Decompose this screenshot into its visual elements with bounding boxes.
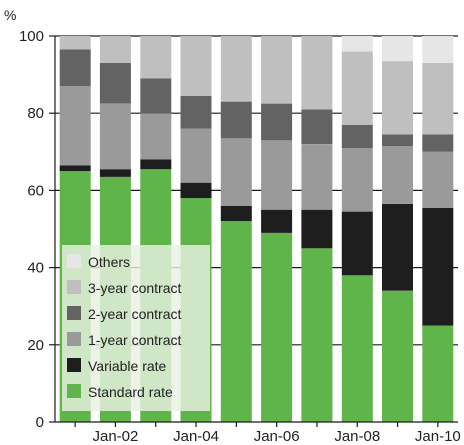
y-tick-label-100: 100 xyxy=(19,28,44,45)
legend-label-variable-rate: Variable rate xyxy=(88,358,167,374)
bar-segment-standard-rate-7 xyxy=(341,275,373,422)
bar-segment-standard-rate-9 xyxy=(422,325,454,422)
legend-swatch-3-year-contract xyxy=(67,280,81,294)
x-tick-label-jan-08: Jan-08 xyxy=(334,428,380,445)
bar-segment-variable-rate-2 xyxy=(140,159,172,170)
legend-swatch-standard-rate xyxy=(67,384,81,398)
bar-segment-3-year-contract-2 xyxy=(140,36,172,79)
bar-segment-standard-rate-6 xyxy=(301,248,333,422)
bars xyxy=(59,36,454,422)
bar-segment-others-8 xyxy=(382,36,413,62)
bar-segment-variable-rate-0 xyxy=(59,165,91,172)
bar-segment-1-year-contract-0 xyxy=(59,86,91,166)
bar-segment-variable-rate-6 xyxy=(301,209,333,249)
bar-segment-1-year-contract-1 xyxy=(99,103,131,170)
legend-label-1-year-contract: 1-year contract xyxy=(88,332,181,348)
bar-segment-variable-rate-3 xyxy=(180,182,212,199)
legend-swatch-others xyxy=(67,254,81,268)
x-tick-label-jan-02: Jan-02 xyxy=(93,428,139,445)
legend-label-standard-rate: Standard rate xyxy=(88,384,173,400)
bar-segment-1-year-contract-5 xyxy=(261,140,293,210)
bar-segment-2-year-contract-7 xyxy=(341,124,373,148)
bar-segment-1-year-contract-9 xyxy=(422,151,454,208)
bar-segment-standard-rate-4 xyxy=(220,221,252,422)
bar-segment-3-year-contract-9 xyxy=(422,63,454,135)
bar-segment-2-year-contract-0 xyxy=(59,49,91,87)
bar-segment-2-year-contract-1 xyxy=(99,63,131,104)
bar-segment-standard-rate-8 xyxy=(382,290,413,422)
y-tick-label-80: 80 xyxy=(27,105,44,122)
bar-segment-1-year-contract-8 xyxy=(382,146,413,204)
bar-segment-variable-rate-7 xyxy=(341,211,373,276)
bar-segment-others-7 xyxy=(341,36,373,52)
x-tick-label-jan-10: Jan-10 xyxy=(415,428,461,445)
bar-segment-3-year-contract-4 xyxy=(220,36,252,102)
y-tick-label-40: 40 xyxy=(27,260,44,277)
bar-segment-3-year-contract-0 xyxy=(59,36,91,50)
legend-label-3-year-contract: 3-year contract xyxy=(88,280,181,296)
legend-swatch-2-year-contract xyxy=(67,306,81,320)
bar-segment-variable-rate-1 xyxy=(99,169,131,177)
bar-segment-3-year-contract-8 xyxy=(382,61,413,135)
bar-segment-2-year-contract-5 xyxy=(261,103,293,141)
bar-segment-3-year-contract-5 xyxy=(261,36,293,104)
legend-swatch-variable-rate xyxy=(67,358,81,372)
bar-segment-2-year-contract-6 xyxy=(301,109,333,144)
bar-segment-2-year-contract-3 xyxy=(180,95,212,129)
y-tick-labels: 0 20 40 60 80 100 xyxy=(19,28,44,431)
x-tick-label-jan-06: Jan-06 xyxy=(254,428,300,445)
bar-segment-variable-rate-4 xyxy=(220,205,252,222)
bar-segment-1-year-contract-7 xyxy=(341,147,373,212)
bar-segment-variable-rate-8 xyxy=(382,203,413,291)
legend: Others 3-year contract 2-year contract 1-ye… xyxy=(62,245,210,411)
bar-segment-3-year-contract-7 xyxy=(341,51,373,125)
bar-segment-2-year-contract-8 xyxy=(382,134,413,146)
y-unit-label: % xyxy=(4,7,16,23)
bar-segment-2-year-contract-9 xyxy=(422,134,454,152)
bar-segment-3-year-contract-6 xyxy=(301,36,333,110)
bar-segment-variable-rate-5 xyxy=(261,209,293,233)
bar-segment-3-year-contract-1 xyxy=(99,36,131,63)
bar-segment-3-year-contract-3 xyxy=(180,36,212,96)
x-tick-label-jan-04: Jan-04 xyxy=(173,428,219,445)
legend-label-others: Others xyxy=(88,254,130,270)
bar-segment-others-9 xyxy=(422,36,454,63)
y-tick-label-60: 60 xyxy=(27,182,44,199)
legend-background xyxy=(62,245,210,411)
legend-label-2-year-contract: 2-year contract xyxy=(88,306,181,322)
bar-segment-1-year-contract-3 xyxy=(180,128,212,183)
y-tick-label-20: 20 xyxy=(27,337,44,354)
x-tick-labels: Jan-02 Jan-04 Jan-06 Jan-08 Jan-10 xyxy=(93,428,461,445)
bar-segment-standard-rate-5 xyxy=(261,232,293,422)
bar-segment-1-year-contract-6 xyxy=(301,144,333,210)
bar-segment-2-year-contract-4 xyxy=(220,101,252,139)
bar-segment-1-year-contract-4 xyxy=(220,138,252,206)
bar-segment-2-year-contract-2 xyxy=(140,78,172,114)
bar-segment-variable-rate-9 xyxy=(422,207,454,326)
legend-swatch-1-year-contract xyxy=(67,332,81,346)
y-tick-label-0: 0 xyxy=(36,414,44,431)
bar-segment-1-year-contract-2 xyxy=(140,113,172,160)
axes xyxy=(49,35,458,427)
